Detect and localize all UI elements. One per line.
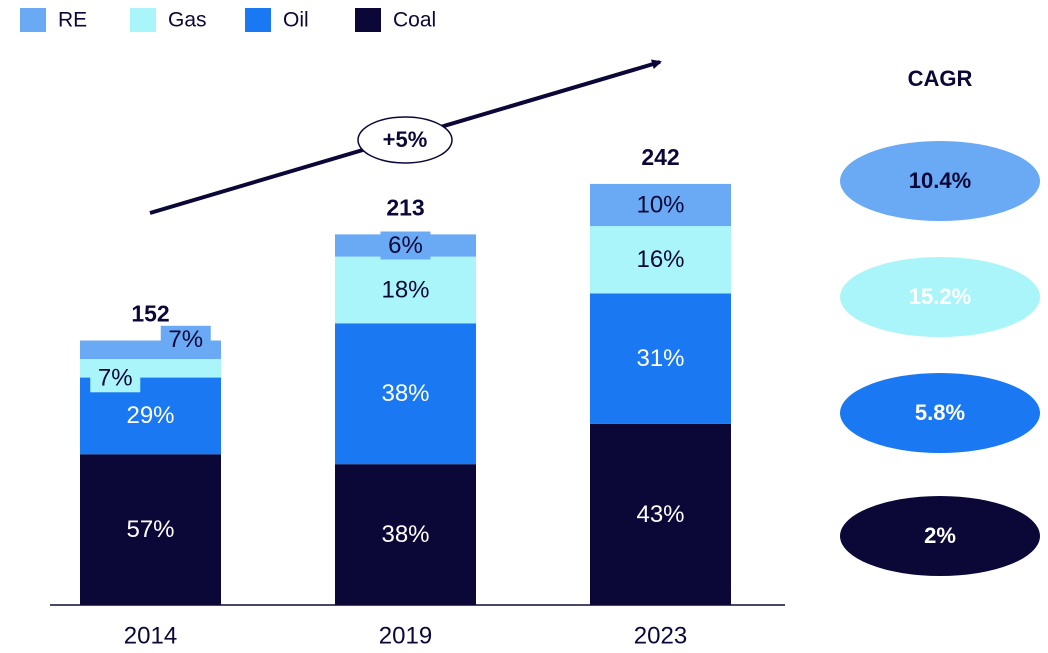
cagr-bubble: [840, 257, 1040, 337]
segment-label: 16%: [636, 246, 684, 273]
total-label: 213: [386, 194, 424, 220]
bar-segment: [335, 464, 476, 605]
bar-segment: [335, 256, 476, 324]
segment-label: 7%: [168, 326, 203, 353]
cagr-title: CAGR: [908, 66, 973, 91]
cagr-label: 5.8%: [915, 400, 965, 425]
cagr-bubble: [840, 141, 1040, 221]
legend-swatch: [355, 8, 381, 32]
cagr-label: 10.4%: [909, 168, 971, 193]
bar-segment: [590, 226, 731, 294]
legend-label: Gas: [168, 9, 207, 32]
segment-label: 57%: [126, 516, 174, 543]
segment-label: 38%: [381, 521, 429, 548]
annotation-bubble: [357, 116, 453, 164]
bar-segment: [590, 423, 731, 605]
bar-segment: [590, 293, 731, 424]
segment-label: 10%: [636, 191, 684, 218]
bar-segment: [80, 454, 221, 605]
segment-label: 43%: [636, 501, 684, 528]
cagr-label: 15.2%: [909, 284, 971, 309]
legend-swatch: [130, 8, 156, 32]
x-tick-label: 2023: [634, 622, 687, 649]
bar-segment: [335, 323, 476, 465]
annotation: +5%: [383, 127, 428, 152]
segment-label: 7%: [98, 365, 133, 392]
legend-label: Coal: [393, 9, 436, 32]
label-box: [90, 364, 141, 393]
cagr-bubble: [840, 373, 1040, 453]
legend-label: Oil: [283, 9, 309, 32]
label-box: [160, 325, 211, 354]
cagr-label: 2%: [924, 523, 956, 548]
total-label: 152: [131, 301, 169, 327]
segment-label: 29%: [126, 402, 174, 429]
x-tick-label: 2019: [379, 622, 432, 649]
label-box: [380, 231, 431, 260]
total-label: 242: [641, 144, 679, 170]
legend-label: RE: [58, 9, 87, 32]
bar-segment: [590, 183, 731, 227]
cagr-bubble: [840, 496, 1040, 576]
x-tick-label: 2014: [124, 622, 177, 649]
segment-label: 6%: [388, 232, 423, 259]
legend-swatch: [20, 8, 46, 32]
segment-label: 18%: [381, 276, 429, 303]
legend-swatch: [245, 8, 271, 32]
segment-label: 31%: [636, 345, 684, 372]
segment-label: 38%: [381, 380, 429, 407]
